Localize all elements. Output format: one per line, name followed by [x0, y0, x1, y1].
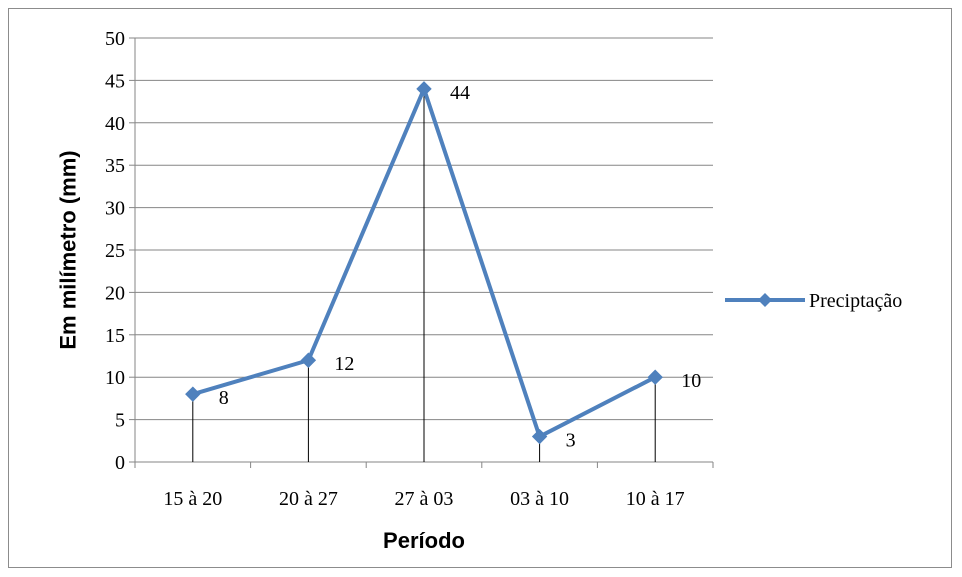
y-axis-title: Em milímetro (mm): [56, 150, 81, 349]
data-label: 8: [219, 387, 229, 409]
x-tick-label: 20 à 27: [279, 488, 338, 510]
legend: Preciptação: [725, 290, 902, 312]
y-tick-labels: 0 5 10 15 20 25 30 35 40 45 50: [105, 28, 125, 474]
x-tick-label: 03 à 10: [510, 488, 569, 510]
x-tick-label: 27 à 03: [395, 488, 454, 510]
data-label: 10: [681, 370, 701, 392]
data-label: 3: [566, 430, 576, 452]
data-point-marker: [531, 428, 548, 445]
x-tick-label: 10 à 17: [626, 488, 685, 510]
y-tick-label: 40: [105, 113, 125, 135]
data-point-marker: [416, 81, 432, 97]
x-axis-title: Período: [383, 528, 465, 553]
axes: [129, 37, 714, 468]
y-tick-label: 15: [105, 325, 125, 347]
data-point-marker: [185, 386, 201, 402]
x-tick-label: 15 à 20: [163, 488, 222, 510]
data-labels: 8 12 44 3 10: [219, 82, 701, 452]
data-label: 44: [450, 82, 470, 104]
legend-marker-swatch: [758, 293, 772, 307]
data-label: 12: [334, 353, 354, 375]
y-tick-label: 50: [105, 28, 125, 50]
x-tick-labels: 15 à 20 20 à 27 27 à 03 03 à 10 10 à 17: [163, 488, 684, 510]
y-tick-label: 45: [105, 70, 125, 92]
y-tick-label: 20: [105, 282, 125, 304]
data-point-marker: [300, 352, 317, 368]
chart-frame: [8, 8, 952, 568]
y-tick-label: 5: [115, 410, 125, 432]
y-tick-label: 30: [105, 198, 125, 220]
y-tick-label: 25: [105, 240, 125, 262]
data-point-marker: [647, 369, 663, 385]
y-tick-label: 35: [105, 155, 125, 177]
legend-label: Preciptação: [809, 290, 902, 312]
series-markers: [185, 81, 663, 445]
y-tick-label: 0: [115, 452, 125, 474]
drop-lines: [192, 88, 656, 462]
y-tick-label: 10: [105, 367, 125, 389]
gridlines: [135, 37, 713, 421]
